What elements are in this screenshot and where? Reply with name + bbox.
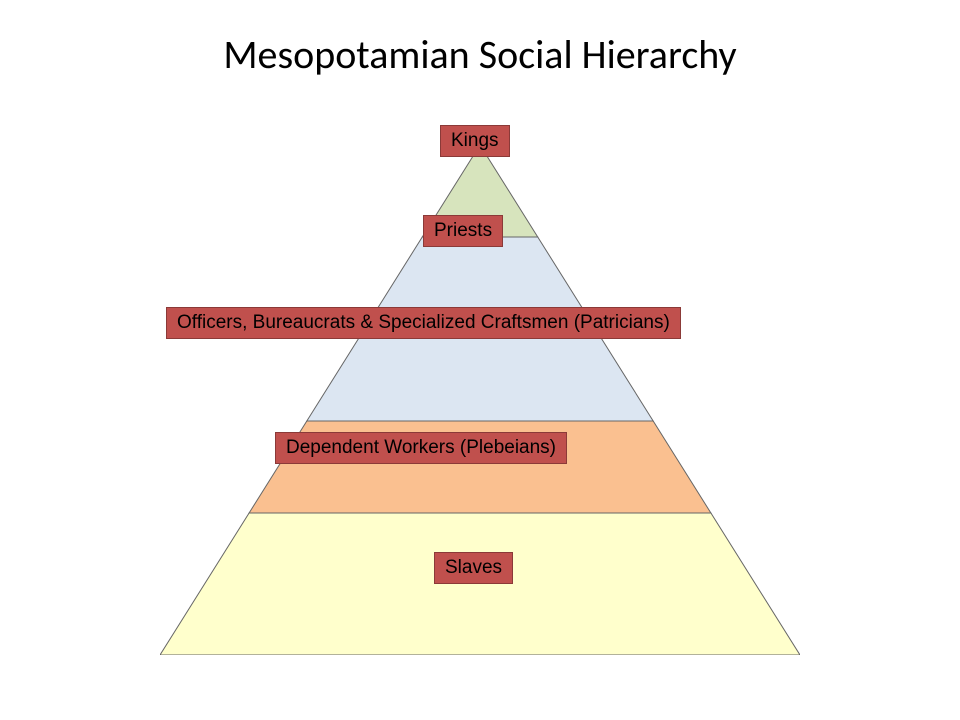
pyramid-tier-2 <box>307 329 653 421</box>
label-kings: Kings <box>440 125 510 157</box>
label-priests: Priests <box>423 215 503 247</box>
pyramid-tier-4 <box>160 513 800 655</box>
page-title: Mesopotamian Social Hierarchy <box>0 30 960 79</box>
label-officers: Officers, Bureaucrats & Specialized Craf… <box>166 307 681 339</box>
label-slaves: Slaves <box>434 552 513 584</box>
label-workers: Dependent Workers (Plebeians) <box>275 432 567 464</box>
